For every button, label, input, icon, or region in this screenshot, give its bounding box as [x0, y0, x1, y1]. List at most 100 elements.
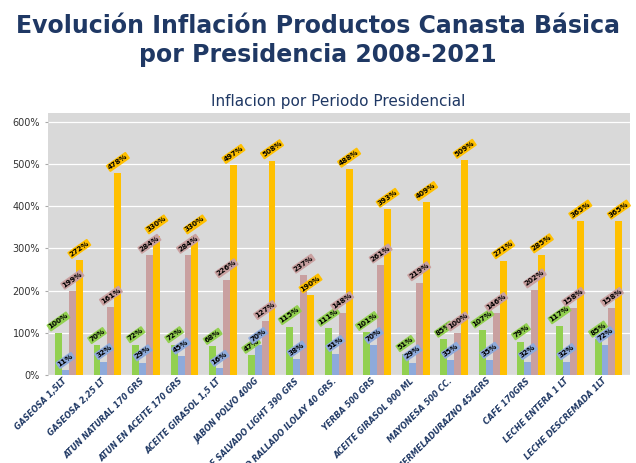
Text: 393%: 393% [377, 189, 399, 206]
Text: 115%: 115% [279, 306, 301, 324]
Bar [570, 308, 577, 375]
Text: 111%: 111% [317, 308, 339, 325]
Bar [609, 308, 616, 375]
Bar [114, 173, 121, 375]
Text: 32%: 32% [519, 344, 537, 359]
Text: 237%: 237% [293, 255, 314, 273]
Text: 497%: 497% [223, 145, 244, 163]
Bar [595, 339, 602, 375]
Text: 409%: 409% [415, 182, 437, 200]
Bar [153, 236, 160, 375]
Text: 101%: 101% [356, 312, 378, 330]
Bar [377, 265, 384, 375]
Text: 35%: 35% [442, 343, 460, 358]
Bar [402, 354, 409, 375]
Bar [139, 363, 146, 375]
Bar [268, 161, 275, 375]
Text: 51%: 51% [396, 336, 414, 351]
Bar [146, 255, 153, 375]
Bar [132, 344, 139, 375]
Bar [261, 321, 268, 375]
Bar [423, 202, 430, 375]
Bar [332, 354, 338, 375]
Text: 70%: 70% [88, 328, 106, 343]
Bar [479, 330, 486, 375]
Bar [531, 290, 538, 375]
Text: 16%: 16% [211, 351, 228, 366]
Text: 219%: 219% [408, 263, 430, 280]
Text: 365%: 365% [608, 200, 630, 219]
Bar [461, 160, 468, 375]
Text: 35%: 35% [481, 343, 498, 358]
Bar [493, 313, 500, 375]
Bar [345, 169, 352, 375]
Bar [293, 359, 300, 375]
Bar [454, 333, 461, 375]
Bar [209, 346, 216, 375]
Bar [525, 362, 531, 375]
Text: 72%: 72% [127, 327, 144, 342]
Text: 45%: 45% [172, 338, 190, 354]
Bar [447, 360, 454, 375]
Text: 51%: 51% [326, 336, 344, 351]
Bar [384, 209, 391, 375]
Text: 11%: 11% [57, 353, 74, 368]
Bar [518, 342, 525, 375]
Text: 478%: 478% [107, 153, 128, 171]
Text: 85%: 85% [435, 322, 453, 337]
Bar [300, 275, 307, 375]
Text: 32%: 32% [95, 344, 113, 359]
Text: 29%: 29% [403, 345, 421, 360]
Text: 202%: 202% [524, 269, 546, 287]
Bar [76, 260, 83, 375]
Bar [556, 325, 563, 375]
Text: 158%: 158% [562, 288, 584, 306]
Text: 47%: 47% [242, 338, 260, 353]
Text: 488%: 488% [338, 149, 360, 167]
Bar [100, 362, 107, 375]
Bar [170, 344, 177, 375]
Bar [107, 307, 114, 375]
Text: 38%: 38% [288, 342, 305, 357]
Bar [338, 313, 345, 375]
Text: 158%: 158% [601, 288, 623, 306]
Bar [55, 333, 62, 375]
Bar [223, 280, 230, 375]
Text: 365%: 365% [569, 200, 591, 219]
Bar [500, 261, 507, 375]
Bar [230, 165, 237, 375]
Text: 199%: 199% [62, 271, 83, 288]
Text: 127%: 127% [254, 301, 276, 319]
Text: 70%: 70% [249, 328, 267, 343]
Text: 190%: 190% [300, 275, 321, 292]
Text: 261%: 261% [370, 244, 392, 263]
Text: 285%: 285% [531, 234, 553, 252]
Bar [416, 282, 423, 375]
Bar [286, 326, 293, 375]
Bar [577, 221, 584, 375]
Title: Inflacion por Periodo Presidencial: Inflacion por Periodo Presidencial [212, 94, 466, 109]
Text: 148%: 148% [331, 292, 353, 310]
Bar [247, 355, 254, 375]
Bar [184, 255, 191, 375]
Text: 161%: 161% [100, 287, 121, 305]
Text: 146%: 146% [485, 293, 507, 311]
Bar [62, 370, 69, 375]
Text: 68%: 68% [204, 329, 221, 344]
Bar [602, 344, 609, 375]
Bar [254, 345, 261, 375]
Bar [307, 295, 314, 375]
Text: 508%: 508% [261, 140, 283, 158]
Text: 72%: 72% [165, 327, 183, 342]
Text: 509%: 509% [453, 140, 476, 158]
Text: 284%: 284% [139, 235, 160, 253]
Text: 85%: 85% [589, 322, 607, 337]
Text: 100%: 100% [48, 313, 69, 330]
Bar [440, 339, 447, 375]
Bar [370, 345, 377, 375]
Text: 271%: 271% [492, 240, 514, 258]
Bar [93, 345, 100, 375]
Bar [216, 368, 223, 375]
Bar [486, 360, 493, 375]
Bar [409, 363, 416, 375]
